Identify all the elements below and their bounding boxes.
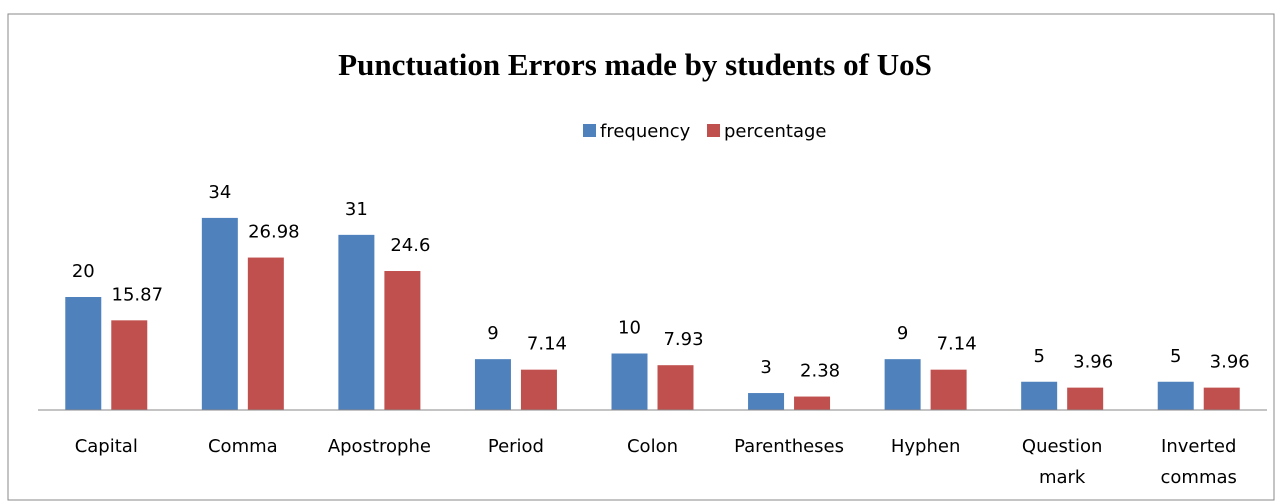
chart-frame — [7, 13, 1275, 501]
bar — [201, 217, 238, 410]
bar — [111, 320, 148, 410]
bar — [65, 297, 102, 410]
bar — [474, 359, 511, 410]
data-label: 20 — [72, 261, 95, 282]
data-label: 34 — [208, 182, 231, 203]
data-label: 5 — [1170, 346, 1181, 367]
data-label: 10 — [618, 318, 641, 339]
data-label: 24.6 — [390, 235, 430, 256]
x-tick-label: Capital — [75, 436, 138, 457]
x-tick-label: Comma — [208, 436, 278, 457]
data-label: 3.96 — [1210, 352, 1250, 373]
data-label: 15.87 — [112, 284, 164, 305]
legend-swatch — [583, 124, 596, 137]
data-label: 7.14 — [937, 334, 977, 355]
data-label: 9 — [487, 323, 498, 344]
bar — [748, 393, 785, 410]
x-tick-label: Inverted commas — [1161, 436, 1237, 488]
data-label: 2.38 — [800, 361, 840, 382]
bar — [794, 396, 831, 410]
x-tick-label: Colon — [627, 436, 678, 457]
chart-title: Punctuation Errors made by students of U… — [338, 47, 932, 82]
x-tick-label: Apostrophe — [328, 436, 431, 457]
legend-label: percentage — [724, 121, 826, 142]
bar — [1157, 381, 1194, 410]
legend-swatch — [707, 124, 720, 137]
legend-label: frequency — [600, 121, 691, 142]
data-label: 7.14 — [527, 334, 567, 355]
data-label: 26.98 — [248, 222, 300, 243]
bar — [611, 353, 648, 410]
bar — [247, 257, 284, 410]
bar — [1021, 381, 1058, 410]
bar — [384, 271, 421, 410]
x-tick-label: Hyphen — [891, 436, 961, 457]
bar — [1203, 387, 1240, 410]
bar — [657, 365, 694, 410]
data-label: 31 — [345, 199, 368, 220]
x-tick-label: Period — [488, 436, 544, 457]
data-label: 5 — [1033, 346, 1044, 367]
bar — [930, 369, 967, 410]
bar — [884, 359, 921, 410]
data-label: 7.93 — [663, 329, 703, 350]
data-label: 3 — [760, 357, 771, 378]
bar — [1067, 387, 1104, 410]
x-tick-label: Question mark — [1022, 436, 1103, 488]
bar — [520, 369, 557, 410]
x-tick-label: Parentheses — [734, 436, 844, 457]
bar — [338, 234, 375, 410]
data-label: 3.96 — [1073, 352, 1113, 373]
data-label: 9 — [897, 323, 908, 344]
